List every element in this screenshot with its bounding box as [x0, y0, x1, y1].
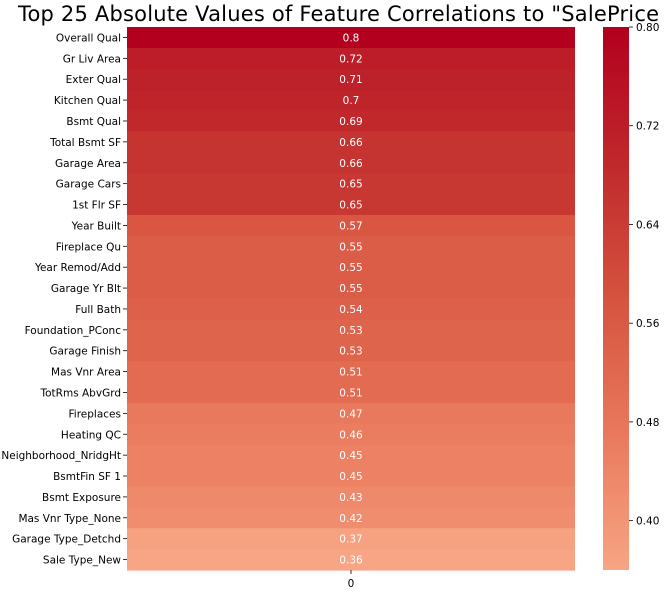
row-label: 1st Flr SF: [72, 200, 121, 212]
heatmap-cell: [127, 465, 575, 488]
row-label: Sale Type_New: [43, 555, 121, 567]
row-label: Overall Qual: [56, 32, 121, 44]
heatmap-cell: [127, 423, 575, 446]
heatmap-cell: [127, 444, 575, 467]
cell-value-label: 0.69: [339, 116, 362, 128]
colorbar-tick-label: 0.48: [636, 417, 659, 429]
row-label: Mas Vnr Type_None: [18, 513, 121, 525]
cell-value-label: 0.55: [339, 262, 362, 274]
row-label: Garage Cars: [56, 179, 121, 191]
colorbar-tick-label: 0.56: [636, 318, 660, 330]
row-label: Kitchen Qual: [54, 95, 121, 107]
row-label: Garage Area: [55, 158, 121, 170]
colorbar-gradient: [603, 27, 629, 570]
cell-value-label: 0.54: [339, 304, 363, 316]
heatmap-cell: [127, 382, 575, 404]
heatmap-cell: [127, 549, 575, 571]
row-label: Garage Yr Blt: [51, 283, 121, 295]
cell-value-label: 0.65: [339, 179, 362, 191]
heatmap-cell: [127, 131, 575, 153]
row-label: Garage Type_Detchd: [12, 534, 121, 546]
cell-value-label: 0.51: [339, 387, 362, 399]
row-label: Exter Qual: [66, 74, 121, 86]
cell-value-label: 0.71: [339, 74, 362, 86]
cell-value-label: 0.53: [339, 325, 362, 337]
heatmap-cell: [127, 298, 575, 320]
row-label: Full Bath: [75, 304, 121, 316]
row-label: Garage Finish: [49, 346, 121, 358]
cell-value-label: 0.8: [343, 32, 360, 44]
heatmap-cell: [127, 89, 575, 112]
row-label: Foundation_PConc: [25, 325, 122, 337]
row-label: Fireplace Qu: [56, 241, 121, 253]
heatmap-cell: [127, 27, 575, 49]
heatmap-cell: [127, 528, 575, 550]
x-tick-label: 0: [348, 578, 355, 590]
cell-value-label: 0.51: [339, 367, 362, 379]
cell-value-label: 0.55: [339, 283, 362, 295]
cell-value-label: 0.53: [339, 346, 362, 358]
heatmap-cell: [127, 194, 575, 216]
row-label: Heating QC: [61, 429, 121, 441]
colorbar-tick-label: 0.64: [636, 219, 660, 231]
row-label: Year Built: [71, 220, 121, 232]
cell-value-label: 0.42: [339, 513, 362, 525]
cell-value-label: 0.57: [339, 220, 362, 232]
cell-value-label: 0.36: [339, 555, 363, 567]
heatmap-cell: [127, 486, 575, 508]
row-label: Total Bsmt SF: [49, 137, 121, 149]
row-label: Year Remod/Add: [34, 262, 121, 274]
row-label: Gr Liv Area: [63, 53, 121, 65]
row-label: Bsmt Qual: [66, 116, 121, 128]
cell-value-label: 0.7: [343, 95, 360, 107]
heatmap-cell: [127, 340, 575, 362]
cell-value-label: 0.55: [339, 241, 362, 253]
cell-value-label: 0.72: [339, 53, 362, 65]
colorbar-tick-label: 0.72: [636, 121, 659, 133]
heatmap-cell: [127, 173, 575, 195]
cell-value-label: 0.65: [339, 200, 362, 212]
row-label: TotRms AbvGrd: [40, 387, 122, 399]
heatmap-cell: [127, 235, 575, 258]
cell-value-label: 0.45: [339, 471, 362, 483]
cell-value-label: 0.37: [339, 534, 362, 546]
heatmap-cell: [127, 507, 575, 529]
heatmap-cell: [127, 152, 575, 174]
heatmap-cell: [127, 277, 575, 300]
heatmap-cell: [127, 214, 575, 237]
row-label: Bsmt Exposure: [42, 492, 121, 504]
row-label: Mas Vnr Area: [51, 367, 121, 379]
heatmap-cell: [127, 319, 575, 341]
cell-value-label: 0.45: [339, 450, 362, 462]
cell-value-label: 0.47: [339, 408, 362, 420]
colorbar-tick-label: 0.40: [636, 516, 659, 528]
cell-value-label: 0.66: [339, 137, 363, 149]
cell-value-label: 0.66: [339, 158, 363, 170]
heatmap-cell: [127, 256, 575, 279]
heatmap-cell: [127, 110, 575, 133]
heatmap-cell: [127, 361, 575, 383]
row-label: Fireplaces: [69, 408, 121, 420]
cell-value-label: 0.43: [339, 492, 362, 504]
heatmap-cell: [127, 47, 575, 70]
colorbar-tick-label: 0.80: [636, 22, 659, 34]
chart-title: Top 25 Absolute Values of Feature Correl…: [18, 2, 660, 26]
heatmap-cell: [127, 402, 575, 425]
heatmap-cell: [127, 68, 575, 91]
row-label: BsmtFin SF 1: [53, 471, 121, 483]
row-label: Neighborhood_NridgHt: [1, 450, 121, 462]
cell-value-label: 0.46: [339, 429, 363, 441]
